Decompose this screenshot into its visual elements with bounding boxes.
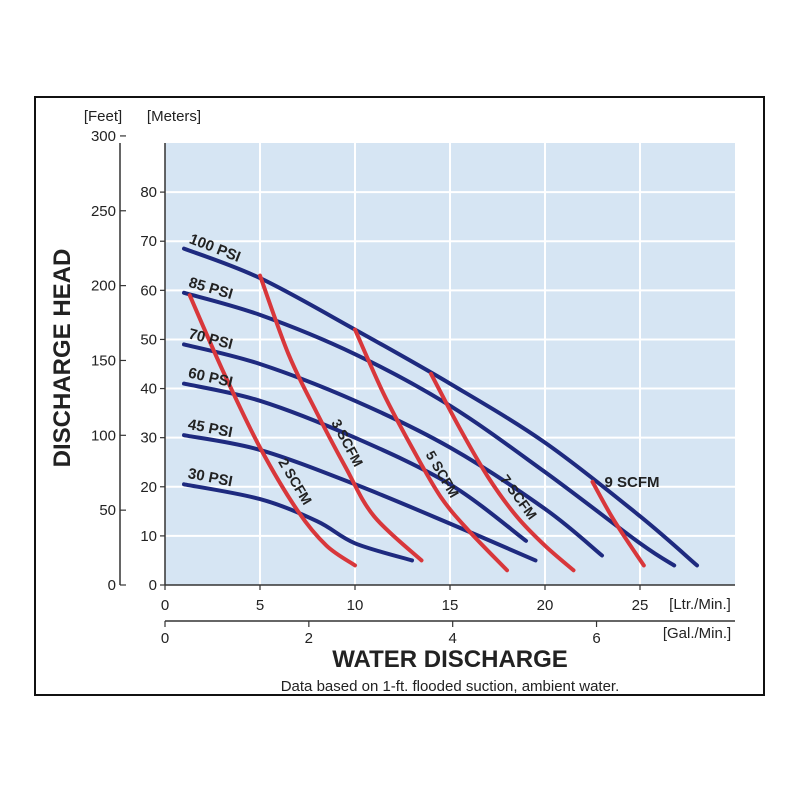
ltr-tick-label: 5 [256,597,264,614]
curve-5-scfm [353,327,509,573]
meters-tick-label: 50 [140,331,157,348]
meters-tick-label: 70 [140,233,157,250]
meters-tick-label: 20 [140,479,157,496]
meters-tick-label: 10 [140,528,157,545]
x-axis-title: WATER DISCHARGE [332,646,568,673]
curve-2-scfm [187,293,357,568]
ltr-unit-label: [Ltr./Min.] [669,596,731,613]
chart-frame [34,96,765,696]
curve-30-psi [182,482,414,563]
label-9-scfm: 9 SCFM [605,474,660,491]
meters-tick-label: 30 [140,430,157,447]
meters-unit-label: [Meters] [147,108,201,125]
meters-tick-label: 80 [140,184,157,201]
feet-unit-label: [Feet] [84,108,122,125]
gal-unit-label: [Gal./Min.] [663,625,731,642]
gal-tick-label: 2 [305,630,313,647]
curve-70-psi [182,342,604,558]
curve-60-psi [182,381,528,543]
grid [165,143,735,585]
y-axis-title: DISCHARGE HEAD [49,249,76,468]
gal-tick-label: 0 [161,630,169,647]
curves [182,246,699,573]
gal-tick-label: 6 [592,630,600,647]
meters-tick-label: 0 [149,577,157,594]
gal-tick-label: 4 [449,630,457,647]
ltr-tick-label: 20 [537,597,554,614]
curve-9-scfm [590,479,646,568]
feet-tick-label: 250 [91,203,116,220]
feet-tick-label: 200 [91,278,116,295]
ltr-tick-label: 0 [161,597,169,614]
curve-3-scfm [258,273,424,563]
ltr-tick-label: 15 [442,597,459,614]
curve-85-psi [182,290,677,568]
ltr-tick-label: 25 [632,597,649,614]
ltr-tick-label: 10 [347,597,364,614]
meters-tick-label: 40 [140,381,157,398]
feet-tick-label: 50 [99,502,116,519]
curve-7-scfm [429,371,576,573]
meters-tick-label: 60 [140,282,157,299]
feet-tick-label: 150 [91,352,116,369]
chart-note: Data based on 1-ft. flooded suction, amb… [281,678,620,695]
feet-tick-label: 0 [108,577,116,594]
feet-tick-label: 100 [91,427,116,444]
feet-tick-label: 300 [91,128,116,145]
